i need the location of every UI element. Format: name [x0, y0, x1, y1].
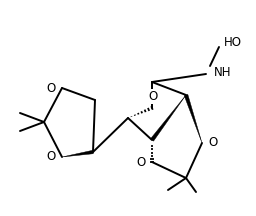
Polygon shape — [151, 95, 186, 141]
Text: O: O — [137, 156, 146, 168]
Text: O: O — [47, 81, 56, 95]
Text: O: O — [47, 151, 56, 164]
Polygon shape — [62, 150, 93, 157]
Text: NH: NH — [214, 65, 231, 78]
Text: O: O — [148, 90, 158, 103]
Polygon shape — [184, 94, 202, 143]
Text: O: O — [208, 137, 217, 149]
Text: HO: HO — [224, 37, 242, 49]
